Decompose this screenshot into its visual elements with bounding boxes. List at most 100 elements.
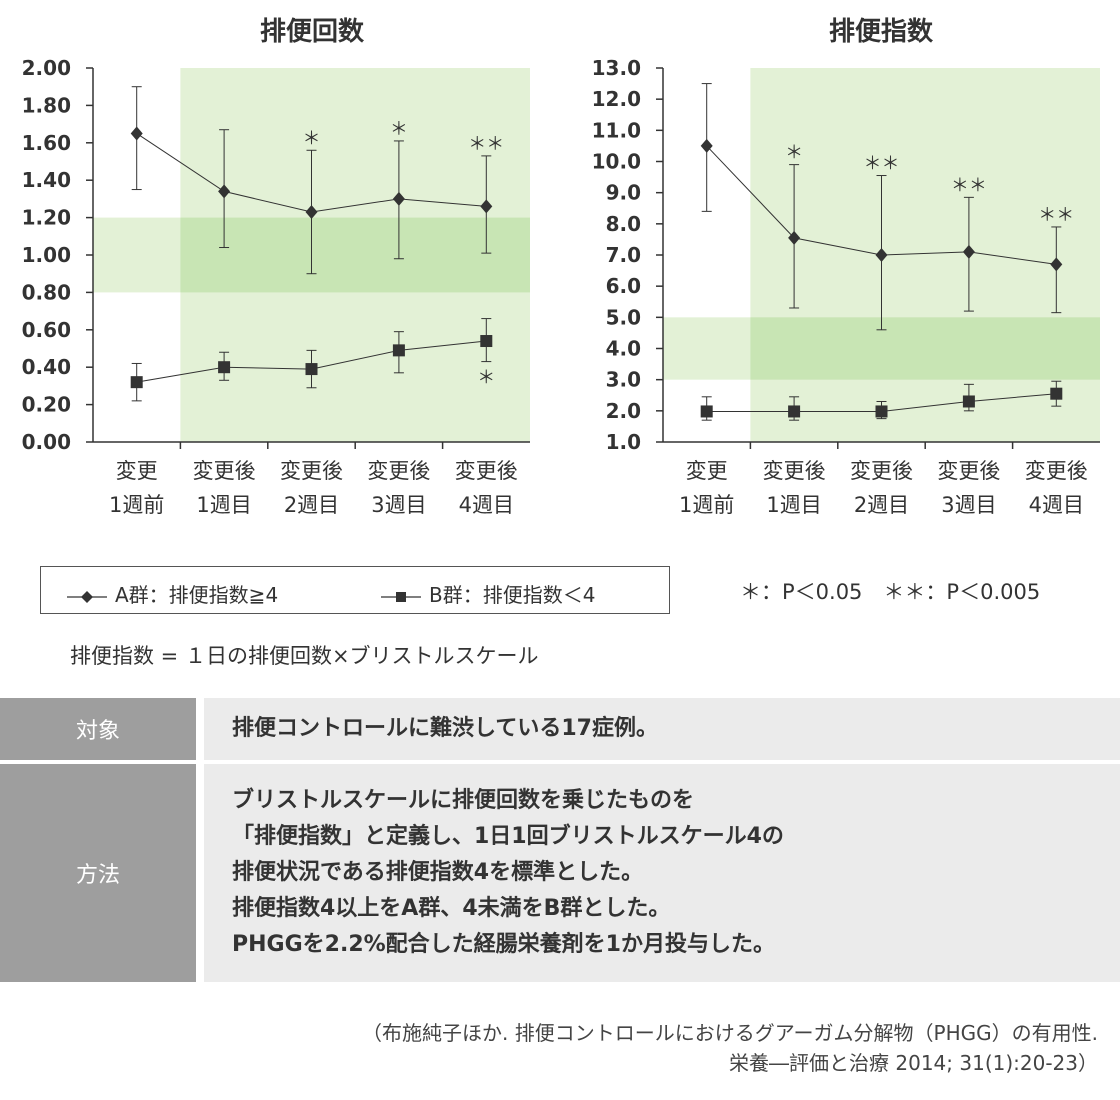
y-tick-label: 0.80 [22, 280, 71, 304]
square-marker [218, 361, 231, 374]
significance-mark: ＊＊ [1038, 205, 1074, 226]
significance-mark: ＊＊ [468, 134, 504, 155]
x-tick-label: 2週目 [284, 493, 339, 517]
series-B [700, 380, 1063, 421]
diamond-marker [962, 244, 975, 259]
y-tick-label: 1.80 [22, 93, 71, 117]
legend-diamond-icon [67, 590, 107, 603]
diamond-marker [218, 184, 231, 199]
method-line: 「排便指数」と定義し、1日1回ブリストルスケール4の [232, 824, 784, 849]
x-tick-label: 4週目 [459, 493, 514, 517]
chart-1: 排便回数 0.00 0.20 0.40 0.60 0.80 1.00 1.20 1.40 1.60… [22, 17, 530, 517]
y-tick-label: 1.40 [22, 168, 71, 192]
y-tick-label: 1.20 [22, 206, 71, 230]
square-marker [392, 344, 405, 357]
subject-row: 対象 排便コントロールに難渋している17症例。 [0, 698, 1120, 760]
method-text: ブリストルスケールに排便回数を乗じたものを 「排便指数」と定義し、1日1回ブリス… [204, 764, 1120, 982]
diamond-marker [875, 248, 888, 262]
significance-note: ＊：P＜0.05 ＊＊：P＜0.005 [740, 580, 1041, 604]
diamond-marker [788, 230, 801, 245]
square-marker [130, 376, 143, 389]
info-table: 対象 排便コントロールに難渋している17症例。 方法 ブリストルスケールに排便回… [0, 698, 1120, 982]
y-tick-label: 13.0 [592, 56, 641, 80]
y-tick-label: 7.0 [606, 243, 641, 267]
legend-a-label: A群：排便指数≧4 [115, 583, 279, 607]
series-A: ＊＊＊＊ [130, 86, 504, 275]
y-tick-label: 10.0 [592, 150, 641, 174]
x-tick-label: 変更後 [937, 459, 1000, 483]
method-line: PHGGを2.2%配合した経腸栄養剤を1か月投与した。 [232, 932, 775, 957]
y-tick-label: 0.20 [22, 393, 71, 417]
significance-mark: ＊ [785, 143, 803, 164]
diamond-marker [305, 204, 318, 219]
x-tick-label: 変更後 [1025, 459, 1088, 483]
formula-note: 排便指数 = １日の排便回数×ブリストルスケール [70, 644, 539, 668]
y-tick-label: 11.0 [592, 118, 641, 142]
subject-text: 排便コントロールに難渋している17症例。 [204, 698, 1120, 760]
post-change-shade [750, 68, 1100, 442]
y-tick-label: 0.00 [22, 430, 71, 454]
y-tick-label: 1.60 [22, 131, 71, 155]
x-tick-label: 変更後 [367, 459, 430, 483]
y-tick-label: 3.0 [606, 368, 641, 392]
legend: A群：排便指数≧4 B群：排便指数＜4 [40, 566, 670, 614]
significance-mark: ＊＊ [864, 154, 900, 175]
method-line: 排便指数4以上をA群、4未満をB群とした。 [232, 896, 671, 921]
y-tick-label: 12.0 [592, 87, 641, 111]
y-tick-label: 5.0 [606, 305, 641, 329]
x-tick-label: 変更後 [763, 459, 826, 483]
x-tick-label: 1週前 [679, 493, 734, 517]
diamond-marker [700, 138, 713, 153]
method-row: 方法 ブリストルスケールに排便回数を乗じたものを 「排便指数」と定義し、1日1回… [0, 764, 1120, 982]
square-marker [305, 363, 318, 376]
square-marker [875, 405, 888, 418]
legend-item-a: A群：排便指数≧4 [67, 579, 278, 608]
x-tick-label: 変更 [116, 459, 158, 483]
chart-title: 排便回数 [260, 17, 365, 47]
method-line: 排便状況である排便指数4を標準とした。 [232, 860, 644, 885]
series-A: ＊＊＊＊＊＊＊ [700, 83, 1074, 331]
x-tick-label: 変更後 [193, 459, 256, 483]
x-tick-label: 1週前 [109, 493, 164, 517]
square-marker [1050, 387, 1063, 400]
x-tick-label: 変更後 [280, 459, 343, 483]
significance-mark: ＊＊ [951, 175, 987, 196]
chart-title: 排便指数 [829, 17, 934, 47]
legend-item-b: B群：排便指数＜4 [381, 579, 595, 608]
citation: （布施純子ほか. 排便コントロールにおけるグアーガム分解物（PHGG）の有用性.… [362, 1018, 1098, 1078]
normal-range-overlap [750, 317, 1100, 380]
x-tick-label: 3週目 [371, 493, 426, 517]
x-tick-label: 変更 [686, 459, 728, 483]
normal-range-overlap [180, 217, 530, 293]
significance-mark: ＊ [390, 119, 408, 140]
y-tick-label: 1.0 [606, 430, 641, 454]
y-tick-label: 9.0 [606, 181, 641, 205]
y-tick-label: 0.40 [22, 355, 71, 379]
diamond-marker [1050, 257, 1063, 272]
y-tick-label: 0.60 [22, 318, 71, 342]
charts-area: 排便回数 0.00 0.20 0.40 0.60 0.80 1.00 1.20 1.40 1.60… [22, 17, 1100, 517]
legend-b-label: B群：排便指数＜4 [429, 583, 596, 607]
x-tick-label: 1週目 [766, 493, 821, 517]
square-marker [962, 395, 975, 408]
diamond-marker [130, 126, 143, 141]
method-line: ブリストルスケールに排便回数を乗じたものを [232, 788, 695, 813]
y-tick-label: 2.0 [606, 399, 641, 423]
y-tick-label: 8.0 [606, 212, 641, 236]
x-tick-label: 4週目 [1029, 493, 1084, 517]
significance-mark: ＊ [303, 128, 321, 149]
square-marker [480, 335, 493, 348]
significance-mark: ＊ [477, 368, 495, 389]
square-marker [788, 405, 801, 418]
subject-head: 対象 [0, 698, 196, 760]
diamond-marker [392, 191, 405, 206]
square-marker [700, 405, 713, 418]
x-tick-label: 2週目 [854, 493, 909, 517]
y-tick-label: 6.0 [606, 274, 641, 298]
citation-line: 栄養―評価と治療 2014; 31(1):20-23） [729, 1051, 1098, 1075]
legend-square-icon [381, 591, 421, 602]
y-tick-label: 1.00 [22, 243, 71, 267]
x-tick-label: 3週目 [941, 493, 996, 517]
x-tick-label: 1週目 [196, 493, 251, 517]
citation-line: （布施純子ほか. 排便コントロールにおけるグアーガム分解物（PHGG）の有用性. [362, 1021, 1098, 1045]
